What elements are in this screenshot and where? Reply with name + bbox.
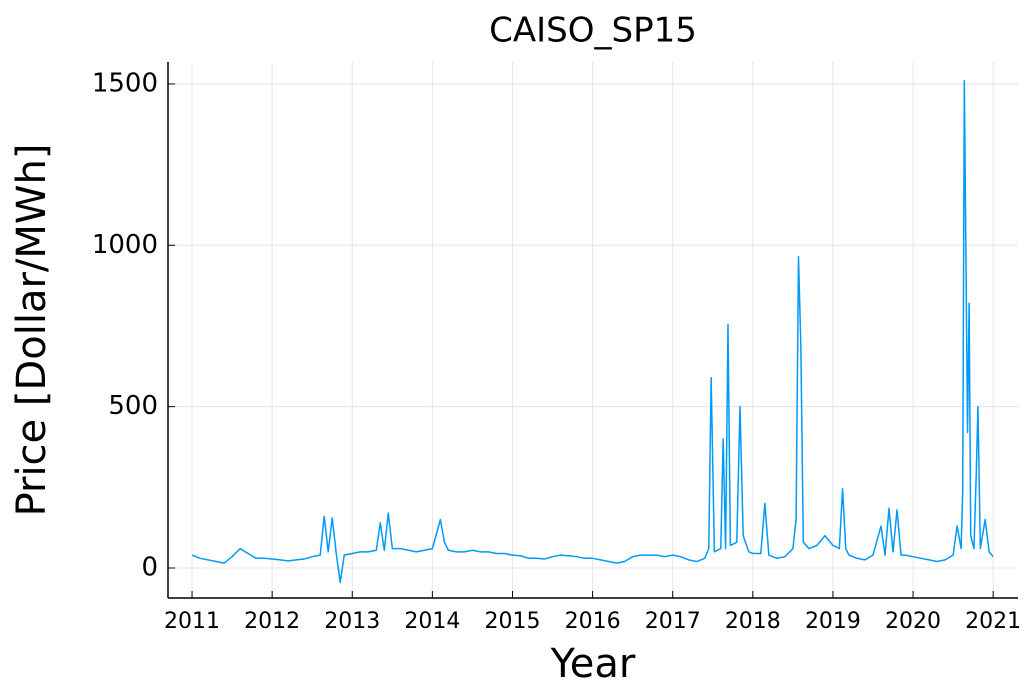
x-tick-label: 2018 xyxy=(725,609,781,634)
y-tick-label: 500 xyxy=(108,391,158,421)
x-tick-label: 2011 xyxy=(164,609,220,634)
x-tick-label: 2016 xyxy=(565,609,621,634)
chart-title: CAISO_SP15 xyxy=(489,11,697,51)
price-line xyxy=(191,79,994,584)
x-axis-label: Year xyxy=(550,641,636,687)
x-tick-label: 2017 xyxy=(645,609,701,634)
x-tick-label: 2014 xyxy=(404,609,460,634)
x-tick-label: 2013 xyxy=(324,609,380,634)
y-tick-label: 1500 xyxy=(92,68,158,98)
x-tick-label: 2021 xyxy=(965,609,1021,634)
x-tick-label: 2020 xyxy=(885,609,941,634)
x-tick-label: 2015 xyxy=(484,609,540,634)
x-tick-label: 2012 xyxy=(244,609,300,634)
x-tick-label: 2019 xyxy=(805,609,861,634)
y-axis-label: Price [Dollar/MWh] xyxy=(9,144,55,517)
y-tick-label: 0 xyxy=(141,552,158,582)
y-tick-label: 1000 xyxy=(92,230,158,260)
